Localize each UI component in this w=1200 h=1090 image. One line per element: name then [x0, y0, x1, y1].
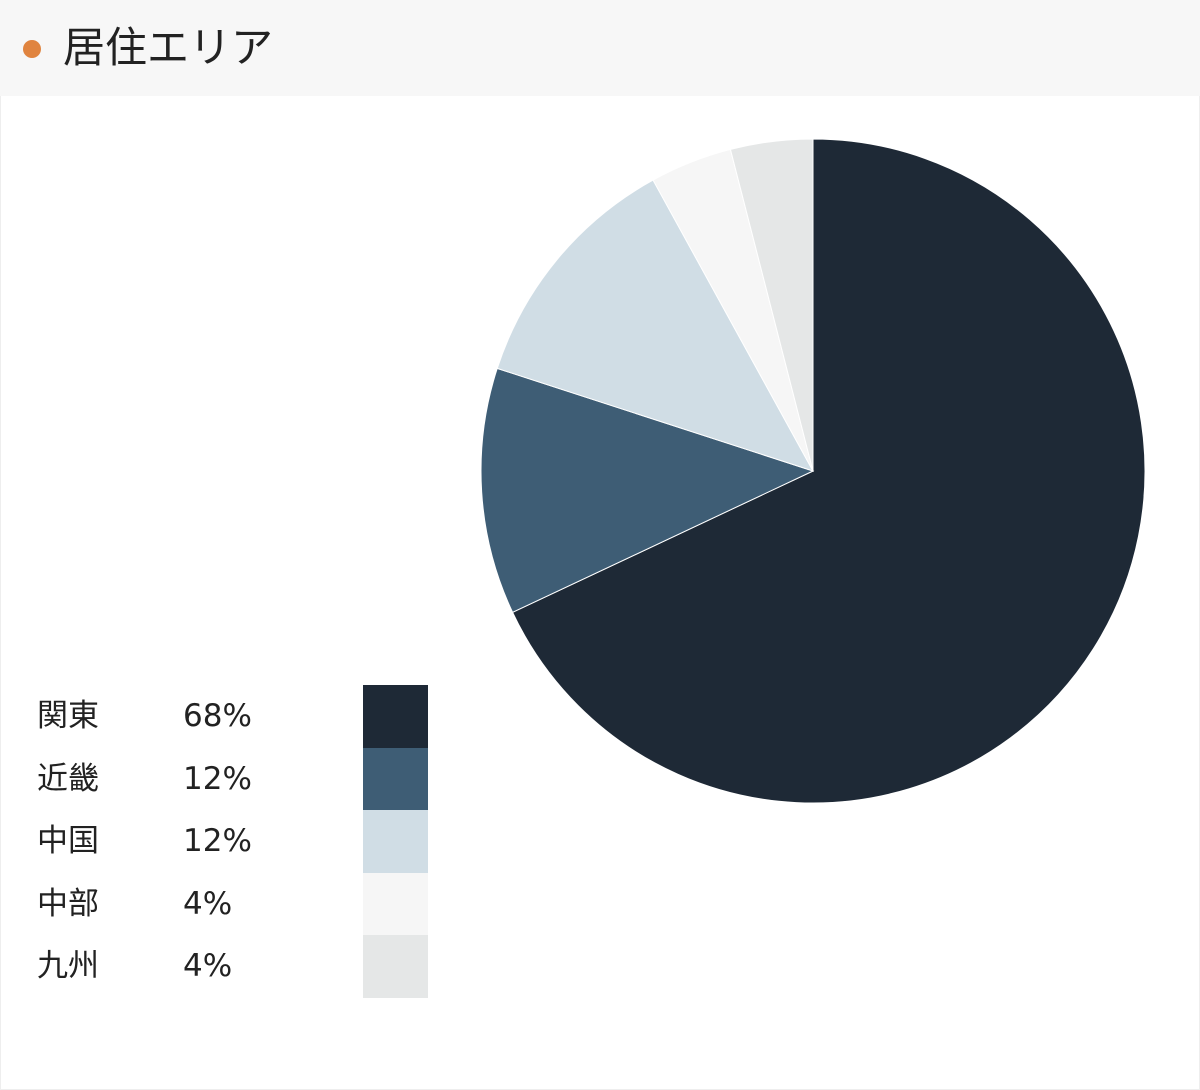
legend-percent: 4%: [183, 885, 233, 922]
pie-slice-1: [511, 138, 1146, 804]
legend-label: 中国: [37, 823, 99, 860]
pie-slice-2: [480, 367, 815, 614]
legend-swatch: [363, 685, 428, 748]
legend-swatch: [363, 747, 428, 811]
legend-percent: 12%: [183, 823, 252, 860]
card-header: 居住エリア: [0, 0, 1200, 96]
bullet-dot-icon: [23, 40, 41, 58]
legend-percent: 4%: [183, 948, 233, 985]
legend-label: 近畿: [37, 760, 99, 797]
pie-slice-5: [729, 138, 814, 472]
legend-percent: 12%: [183, 760, 252, 797]
legend-swatch: [363, 810, 428, 874]
legend-swatch: [363, 872, 428, 936]
legend-swatch: [363, 935, 428, 999]
legend-label: 関東: [37, 698, 99, 734]
legend-label: 九州: [37, 948, 99, 985]
pie-slice-3: [496, 179, 815, 472]
legend-label: 中部: [37, 885, 99, 922]
chart-title: 居住エリア: [63, 23, 274, 72]
legend-percent: 68%: [183, 698, 252, 734]
